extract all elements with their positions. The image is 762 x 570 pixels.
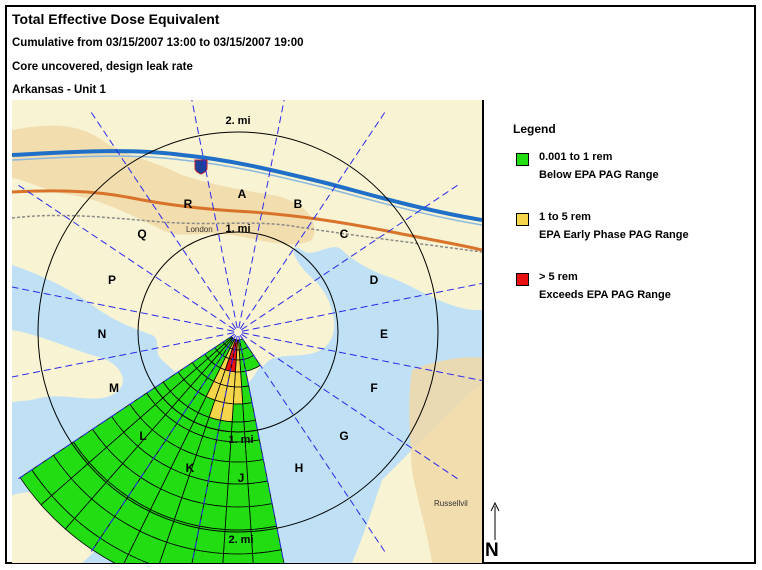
town-area: [12, 125, 315, 245]
plume-cell: [249, 503, 278, 531]
ring-label-2mi-south: 2. mi: [228, 534, 253, 546]
legend-label: > 5 rem: [539, 271, 578, 283]
legend-label: 1 to 5 rem: [539, 211, 591, 223]
map-title: Total Effective Dose Equivalent: [12, 11, 220, 27]
plume-cell: [252, 549, 285, 563]
sector-label-q: Q: [137, 227, 146, 241]
scenario-description: Core uncovered, design leak rate: [12, 61, 193, 73]
ring-2-mile: [37, 131, 439, 533]
north-arrow-icon: [490, 502, 500, 540]
legend-description: Exceeds EPA PAG Range: [539, 289, 671, 301]
plume-cell: [231, 403, 245, 423]
ring-label-1mi-north: 1. mi: [225, 223, 250, 235]
russellville-area: [409, 357, 482, 563]
legend-swatch-green: [516, 153, 529, 166]
sector-label-n: N: [98, 327, 107, 341]
plume-cell: [222, 553, 254, 563]
sector-label-e: E: [380, 327, 388, 341]
sector-label-d: D: [370, 273, 379, 287]
sector-label-g: G: [339, 429, 348, 443]
railroad: [12, 214, 482, 253]
sector-label-c: C: [340, 227, 349, 241]
time-period: Cumulative from 03/15/2007 13:00 to 03/1…: [12, 37, 304, 49]
legend-item-medium: 1 to 5 rem EPA Early Phase PAG Range: [513, 210, 743, 246]
legend-item-high: > 5 rem Exceeds EPA PAG Range: [513, 270, 743, 306]
plume-cell: [247, 480, 273, 508]
sector-label-m: M: [109, 381, 119, 395]
interstate-road: [12, 149, 482, 222]
map-canvas: A B C D E F G H J K L M N P Q R 2. mi 1. mi 1. mi 2. mi…: [12, 100, 482, 563]
interstate-road-edge: [12, 155, 482, 226]
legend-label: 0.001 to 1 rem: [539, 151, 613, 163]
plume-cell: [191, 549, 224, 563]
plume-cell: [159, 541, 196, 563]
legend: Legend 0.001 to 1 rem Below EPA PAG Rang…: [513, 122, 743, 330]
ring-1-mile: [137, 231, 339, 433]
sector-label-p: P: [108, 273, 116, 287]
plume-cell: [232, 386, 244, 405]
plume-cell: [226, 483, 250, 508]
highway-shield-icon: [194, 159, 208, 175]
legend-description: Below EPA PAG Range: [539, 169, 659, 181]
north-label: N: [485, 540, 499, 561]
north-compass: N: [484, 500, 506, 566]
highway-road: [12, 189, 482, 252]
legend-item-low: 0.001 to 1 rem Below EPA PAG Range: [513, 150, 743, 186]
legend-title: Legend: [513, 122, 556, 136]
place-label-russellville: Russellvil: [434, 499, 468, 508]
sector-label-b: B: [294, 197, 303, 211]
sector-label-h: H: [295, 461, 304, 475]
sector-label-k: K: [186, 461, 195, 475]
legend-swatch-red: [516, 273, 529, 286]
dose-map: A B C D E F G H J K L M N P Q R 2. mi 1. mi 1. mi 2. mi…: [12, 100, 484, 563]
ring-label-1mi-south: 1. mi: [228, 434, 253, 446]
legend-swatch-yellow: [516, 213, 529, 226]
sector-label-r: R: [184, 197, 193, 211]
sector-label-f: F: [370, 381, 377, 395]
sector-label-a: A: [238, 187, 247, 201]
plume-cell: [123, 553, 149, 563]
plume-cell: [224, 506, 252, 531]
sector-label-j: J: [238, 471, 245, 485]
sector-label-l: L: [139, 429, 146, 443]
plume-cell: [246, 459, 269, 485]
sector-labels: A B C D E F G H J K L M N P Q R: [98, 187, 388, 485]
site-name: Arkansas - Unit 1: [12, 84, 106, 96]
legend-description: EPA Early Phase PAG Range: [539, 229, 689, 241]
ring-label-2mi-north: 2. mi: [225, 115, 250, 127]
place-label-london: London: [186, 225, 213, 234]
dose-plume: [19, 335, 285, 563]
